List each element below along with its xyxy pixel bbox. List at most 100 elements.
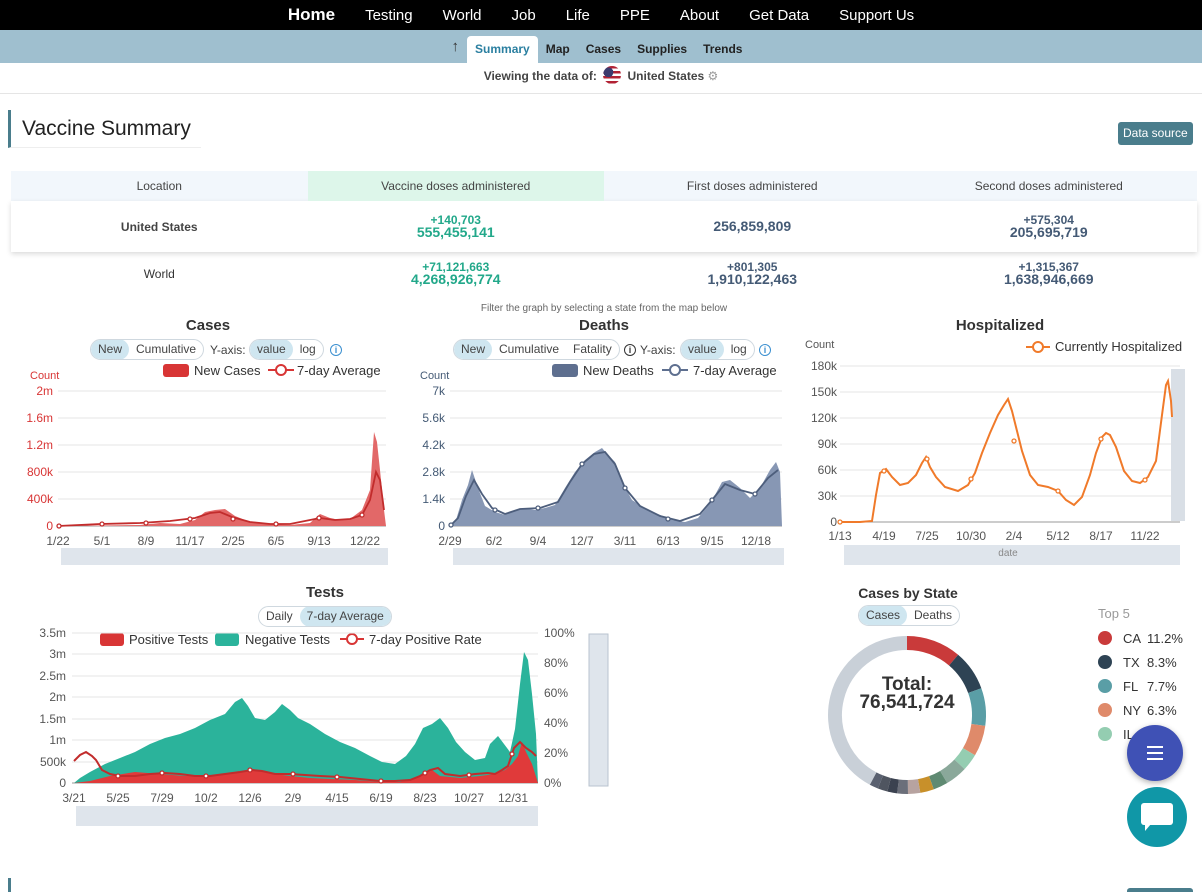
deaths-value-toggle[interactable]: value <box>681 340 724 359</box>
nav-world[interactable]: World <box>442 6 482 24</box>
tests-vertical-slider[interactable] <box>588 633 609 787</box>
tab-cases[interactable]: Cases <box>585 42 622 56</box>
x-tick: 6/2 <box>486 534 503 548</box>
x-tick: 2/29 <box>438 534 462 548</box>
tab-summary[interactable]: Summary <box>467 36 538 63</box>
second-delta: +575,304 <box>1023 212 1074 227</box>
top5-item[interactable]: FL 7.7% <box>1098 674 1183 698</box>
tests-7day-toggle[interactable]: 7-day Average <box>299 607 391 626</box>
donut-slice[interactable] <box>968 688 986 726</box>
deaths-fatality-toggle[interactable]: Fatality <box>573 342 612 356</box>
arrow-up-icon[interactable]: ↑ <box>451 38 460 55</box>
nav-about[interactable]: About <box>679 6 720 24</box>
tab-trends[interactable]: Trends <box>703 42 743 56</box>
nav-home[interactable]: Home <box>287 5 336 24</box>
tab-map[interactable]: Map <box>545 42 570 56</box>
donut-slice[interactable] <box>897 779 908 794</box>
hosp-zoom-handle[interactable] <box>1171 369 1185 521</box>
info-icon[interactable]: i <box>330 344 342 356</box>
legend-currently-hospitalized[interactable]: Currently Hospitalized <box>1055 339 1182 354</box>
y-tick: 120k <box>811 411 838 425</box>
nav-life[interactable]: Life <box>565 6 590 24</box>
legend-new-cases-swatch[interactable] <box>163 364 189 377</box>
x-tick: 12/22 <box>350 534 380 548</box>
nav-testing[interactable]: Testing <box>365 6 413 24</box>
donut-slice[interactable] <box>928 770 948 790</box>
cases-cumulative-toggle[interactable]: Cumulative <box>136 342 197 356</box>
donut-slice[interactable] <box>948 654 982 694</box>
donut-slice[interactable] <box>962 723 986 756</box>
next-section-button[interactable] <box>1127 888 1193 892</box>
donut-slice[interactable] <box>869 772 884 789</box>
viewing-location-name[interactable]: United States <box>627 69 705 83</box>
donut-slice[interactable] <box>907 779 921 794</box>
legend-positive-tests[interactable]: Positive Tests <box>129 632 209 647</box>
legend-negative-tests[interactable]: Negative Tests <box>245 632 331 647</box>
row-second-doses: +1,315,367 1,638,946,669 <box>901 261 1198 287</box>
y-tick: 180k <box>811 359 838 373</box>
nav-get-data[interactable]: Get Data <box>749 6 810 24</box>
top5-item[interactable]: IL <box>1098 722 1183 746</box>
info-icon[interactable]: i <box>624 344 636 356</box>
second-total: 1,638,946,669 <box>1003 271 1094 287</box>
top5-item[interactable]: TX 8.3% <box>1098 650 1183 674</box>
y-tick: 7k <box>432 384 446 398</box>
top5-item[interactable]: CA 11.2% <box>1098 626 1183 650</box>
donut-slice[interactable] <box>877 775 891 792</box>
info-icon[interactable]: i <box>759 344 771 356</box>
nav-support-us[interactable]: Support Us <box>839 6 915 24</box>
y-tick: 400k <box>27 492 54 506</box>
y-axis: 180k 150k 120k 90k 60k 30k 0 <box>811 359 838 529</box>
y2-tick: 20% <box>544 746 568 760</box>
cases-value-toggle[interactable]: value <box>250 340 293 359</box>
table-row[interactable]: United States +140,703 555,455,141 256,8… <box>11 201 1197 252</box>
legend-dot <box>1098 679 1112 693</box>
legend-7day-average[interactable]: 7-day Average <box>693 363 777 378</box>
donut-slice[interactable] <box>917 776 934 793</box>
deaths-log-toggle[interactable]: log <box>730 342 747 356</box>
legend-new-cases[interactable]: New Cases <box>194 363 261 378</box>
chat-button[interactable] <box>1127 787 1187 847</box>
hosp-zoom-slider[interactable] <box>844 545 1180 565</box>
deaths-zoom-slider[interactable] <box>453 548 784 565</box>
cases-zoom-slider[interactable] <box>61 548 388 565</box>
legend-new-deaths-swatch[interactable] <box>552 364 578 377</box>
nav-ppe[interactable]: PPE <box>619 6 650 24</box>
legend-positive-rate[interactable]: 7-day Positive Rate <box>369 632 482 647</box>
cases-scale-toggle: value log <box>249 339 324 360</box>
deaths-cumulative-toggle[interactable]: Cumulative <box>499 342 560 356</box>
tests-zoom-slider[interactable] <box>76 806 538 826</box>
legend-positive-swatch[interactable] <box>100 633 124 646</box>
donut-slice[interactable] <box>906 636 959 666</box>
state-cases-toggle[interactable]: Cases <box>859 606 908 625</box>
tests-daily-toggle[interactable]: Daily <box>266 609 293 623</box>
donut-slice[interactable] <box>954 747 975 770</box>
donut-slice[interactable] <box>887 777 899 794</box>
donut-slice[interactable] <box>939 759 965 783</box>
x-tick: 4/19 <box>872 529 896 543</box>
data-source-button[interactable]: Data source <box>1118 122 1193 145</box>
y-tick: 60k <box>818 463 838 477</box>
header-first-doses[interactable]: First doses administered <box>686 179 818 193</box>
header-location[interactable]: Location <box>136 179 182 193</box>
state-deaths-toggle[interactable]: Deaths <box>914 608 953 622</box>
menu-fab-button[interactable] <box>1127 725 1183 781</box>
vaccine-table: Location Vaccine doses administered Firs… <box>11 171 1197 296</box>
x-tick: 10/30 <box>956 529 986 543</box>
donut-slice[interactable] <box>828 636 908 785</box>
top5-item[interactable]: NY 6.3% <box>1098 698 1183 722</box>
cases-log-toggle[interactable]: log <box>299 342 316 356</box>
cases-new-toggle[interactable]: New <box>91 340 130 359</box>
legend-new-deaths[interactable]: New Deaths <box>583 363 654 378</box>
legend-7day-average[interactable]: 7-day Average <box>297 363 381 378</box>
header-doses[interactable]: Vaccine doses administered <box>307 171 604 201</box>
deaths-new-toggle[interactable]: New <box>454 340 493 359</box>
gear-icon[interactable]: ⚙ <box>707 69 719 83</box>
header-second-doses[interactable]: Second doses administered <box>974 179 1123 193</box>
nav-job[interactable]: Job <box>511 6 536 24</box>
table-row[interactable]: World +71,121,663 4,268,926,774 +801,305… <box>11 252 1197 296</box>
tab-supplies[interactable]: Supplies <box>637 42 688 56</box>
y2-tick: 100% <box>544 626 575 640</box>
legend-negative-swatch[interactable] <box>215 633 239 646</box>
x-tick: 9/13 <box>307 534 331 548</box>
